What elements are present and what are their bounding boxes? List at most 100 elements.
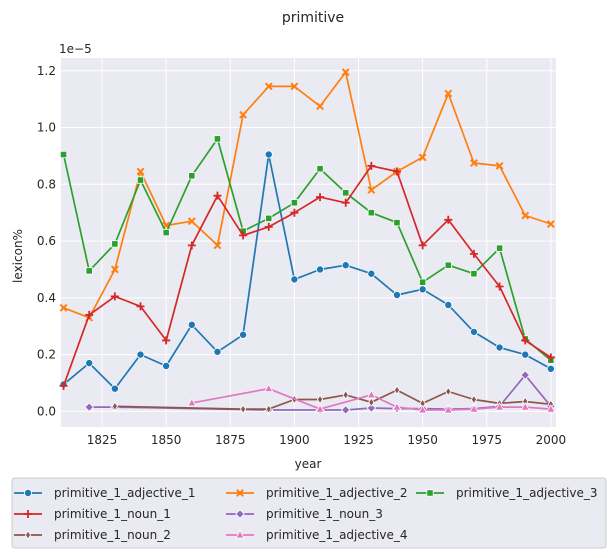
series-primitive_1_adjective_3	[59, 135, 555, 364]
data-point	[59, 303, 68, 312]
data-point	[264, 222, 273, 231]
y-tick-label: 0.6	[37, 234, 56, 248]
data-point	[444, 261, 452, 269]
data-point	[393, 219, 401, 227]
x-tick-label: 1900	[279, 433, 310, 447]
data-point	[136, 302, 145, 311]
data-point	[546, 404, 556, 413]
data-point	[265, 214, 273, 222]
data-point	[316, 102, 324, 111]
data-point	[316, 165, 324, 173]
series-line	[62, 165, 552, 387]
data-point	[187, 217, 196, 226]
series-layer	[59, 68, 556, 415]
data-point	[136, 176, 145, 184]
data-point	[188, 172, 196, 180]
data-point	[110, 265, 119, 274]
legend-item: primitive_1_adjective_4	[226, 528, 408, 542]
tick-labels: 1825 1850 1875 1900 1925 1950 1975 2000 0.0 0.2 0.…	[37, 64, 566, 447]
data-point	[521, 350, 530, 359]
data-point	[368, 397, 375, 408]
legend-label: primitive_1_adjective_2	[266, 486, 408, 500]
legend-label: primitive_1_adjective_4	[266, 528, 408, 542]
data-point	[443, 404, 453, 414]
series-line	[62, 138, 552, 361]
data-point	[495, 282, 504, 291]
y-axis-title: lexicon%	[11, 229, 25, 283]
data-point	[469, 327, 478, 336]
x-tick-label: 1850	[151, 433, 182, 447]
data-point	[213, 241, 222, 250]
y-tick-label: 0.4	[37, 291, 56, 305]
data-point	[340, 405, 351, 415]
data-point	[316, 394, 324, 405]
series-primitive_1_adjective_4	[187, 383, 556, 414]
data-point	[341, 261, 350, 270]
data-point	[418, 241, 427, 250]
data-point	[469, 249, 478, 258]
data-point	[444, 215, 453, 224]
data-point	[342, 189, 350, 197]
data-point	[110, 292, 119, 301]
data-point	[111, 240, 119, 248]
data-point	[444, 89, 453, 98]
data-point	[546, 353, 555, 362]
data-point	[367, 186, 376, 194]
data-point	[240, 404, 247, 414]
data-point	[264, 383, 274, 393]
legend-box	[11, 477, 607, 549]
data-point	[418, 153, 427, 162]
legend-item: primitive_1_adjective_2	[226, 486, 408, 500]
data-point	[162, 228, 170, 237]
data-point	[162, 336, 171, 345]
data-point	[392, 291, 401, 300]
data-point	[367, 161, 376, 170]
data-point	[110, 384, 119, 393]
data-point	[444, 300, 453, 309]
data-point	[136, 350, 145, 359]
legend-item: primitive_1_noun_2	[14, 528, 171, 542]
series-primitive_1_adjective_1	[59, 150, 555, 393]
data-point	[418, 285, 427, 294]
data-point	[136, 167, 145, 176]
data-point	[85, 267, 93, 275]
data-point	[419, 278, 427, 286]
data-point	[316, 193, 325, 202]
data-point	[290, 82, 299, 91]
data-point	[393, 385, 401, 395]
data-point	[265, 404, 272, 414]
y-tick-label: 1.0	[37, 121, 56, 135]
y-tick-label: 0.8	[37, 177, 56, 191]
legend-marker	[235, 529, 245, 539]
data-point	[59, 381, 68, 390]
data-point	[187, 397, 197, 407]
data-point	[239, 231, 248, 240]
legend-item: primitive_1_adjective_1	[14, 486, 196, 500]
y-offset-label: 1e−5	[59, 42, 92, 56]
data-point	[85, 310, 94, 319]
legend-item: primitive_1_noun_1	[14, 507, 171, 521]
data-point	[417, 404, 428, 414]
y-tick-label: 1.2	[37, 64, 56, 78]
data-point	[187, 320, 196, 329]
data-point	[187, 241, 196, 250]
series-line	[63, 153, 552, 390]
y-tick-label: 0.0	[37, 404, 56, 418]
data-point	[367, 209, 375, 217]
x-tick-label: 2000	[536, 433, 567, 447]
data-point	[341, 198, 350, 207]
data-point	[239, 330, 248, 339]
data-point	[494, 402, 505, 411]
data-point	[366, 403, 377, 413]
data-point	[520, 402, 530, 411]
legend-marker	[24, 510, 32, 518]
x-tick-label: 1975	[471, 433, 502, 447]
data-point	[315, 404, 325, 413]
data-point	[264, 150, 273, 159]
x-tick-label: 1875	[215, 433, 246, 447]
legend-marker	[23, 488, 32, 497]
data-point	[546, 364, 555, 373]
series-line	[114, 389, 551, 410]
data-point	[341, 68, 350, 77]
chart-title: primitive	[282, 10, 344, 26]
